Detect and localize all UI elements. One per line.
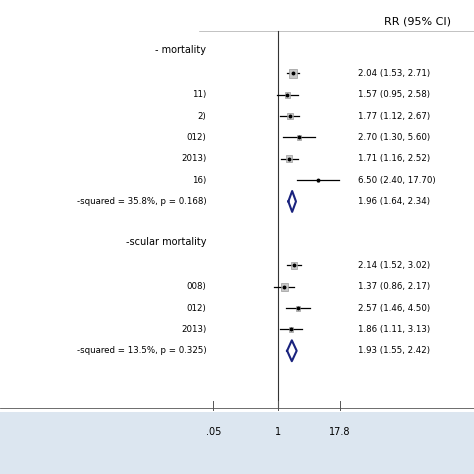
Bar: [281, 283, 288, 291]
Bar: [297, 135, 301, 140]
Text: 1.37 (0.86, 2.17): 1.37 (0.86, 2.17): [358, 283, 430, 291]
Bar: [285, 91, 290, 98]
Text: 1.71 (1.16, 2.52): 1.71 (1.16, 2.52): [358, 155, 430, 163]
Bar: [317, 179, 319, 182]
Text: 2.04 (1.53, 2.71): 2.04 (1.53, 2.71): [358, 69, 430, 78]
Text: 17.8: 17.8: [329, 427, 350, 437]
Text: 012): 012): [186, 304, 206, 312]
Text: 2.57 (1.46, 4.50): 2.57 (1.46, 4.50): [358, 304, 430, 312]
Text: 1: 1: [274, 427, 281, 437]
Text: 2.70 (1.30, 5.60): 2.70 (1.30, 5.60): [358, 133, 430, 142]
Bar: [296, 306, 300, 310]
Text: 1.57 (0.95, 2.58): 1.57 (0.95, 2.58): [358, 91, 430, 99]
Text: RR (95% CI): RR (95% CI): [383, 16, 451, 27]
Bar: [289, 327, 293, 332]
Text: 16): 16): [192, 176, 206, 184]
Text: 1.93 (1.55, 2.42): 1.93 (1.55, 2.42): [358, 346, 430, 355]
Text: 2013): 2013): [181, 155, 206, 163]
Text: 1.86 (1.11, 3.13): 1.86 (1.11, 3.13): [358, 325, 430, 334]
Text: 2): 2): [198, 112, 206, 120]
Bar: [286, 155, 292, 163]
Bar: [290, 69, 297, 78]
Bar: [287, 113, 292, 119]
Text: -squared = 13.5%, p = 0.325): -squared = 13.5%, p = 0.325): [77, 346, 206, 355]
Text: 008): 008): [186, 283, 206, 291]
Text: 1.77 (1.12, 2.67): 1.77 (1.12, 2.67): [358, 112, 430, 120]
Text: .05: .05: [206, 427, 221, 437]
Bar: [0, 412, 474, 474]
Text: 2.14 (1.52, 3.02): 2.14 (1.52, 3.02): [358, 261, 430, 270]
Text: 2013): 2013): [181, 325, 206, 334]
Text: -squared = 35.8%, p = 0.168): -squared = 35.8%, p = 0.168): [77, 197, 206, 206]
Text: 1.96 (1.64, 2.34): 1.96 (1.64, 2.34): [358, 197, 430, 206]
Text: 012): 012): [186, 133, 206, 142]
Text: - mortality: - mortality: [155, 45, 206, 55]
Text: 11): 11): [192, 91, 206, 99]
Text: 6.50 (2.40, 17.70): 6.50 (2.40, 17.70): [358, 176, 436, 184]
Text: -scular mortality: -scular mortality: [126, 237, 206, 247]
Bar: [291, 262, 297, 269]
